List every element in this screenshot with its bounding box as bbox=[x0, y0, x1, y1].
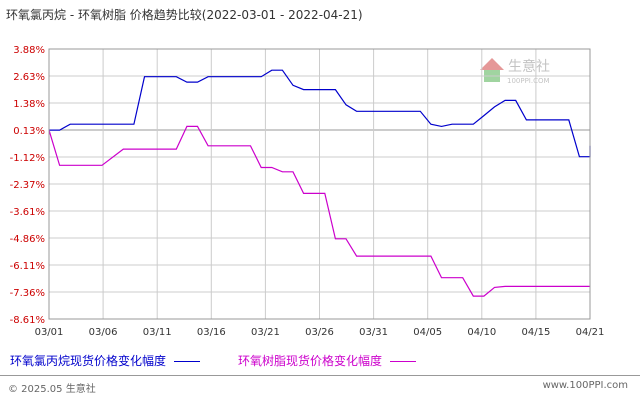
y-tick-label: -3.61% bbox=[10, 207, 45, 218]
footer-divider bbox=[0, 375, 640, 376]
watermark-url: 100PPI.COM bbox=[507, 77, 550, 85]
plot-border bbox=[48, 48, 591, 320]
y-tick-label: -6.11% bbox=[10, 261, 45, 272]
watermark-name: 生意社 bbox=[508, 58, 550, 75]
legend-swatch bbox=[390, 361, 417, 362]
y-tick-label: 2.63% bbox=[13, 72, 45, 83]
x-tick-label: 03/31 bbox=[359, 327, 388, 338]
y-tick-label: -2.37% bbox=[10, 180, 45, 191]
x-tick-label: 03/21 bbox=[251, 327, 280, 338]
x-tick-label: 04/05 bbox=[413, 327, 442, 338]
x-tick-label: 03/26 bbox=[305, 327, 334, 338]
y-tick-label: 1.38% bbox=[13, 99, 45, 110]
y-axis-ticks: 3.88% 2.63% 1.38% 0.13% -1.12% -2.37% -3.61% -4… bbox=[10, 45, 45, 326]
legend-series-2: 环氧树脂现货价格变化幅度 bbox=[238, 352, 417, 369]
x-tick-label: 03/01 bbox=[35, 327, 64, 338]
y-tick-label: 0.13% bbox=[13, 126, 45, 137]
footer-copyright: © 2025.05 生意社 bbox=[8, 384, 96, 395]
x-axis-ticks: 03/01 03/06 03/11 03/16 03/21 03/26 03/31 04/05… bbox=[35, 327, 605, 338]
y-tick-label: -4.86% bbox=[10, 234, 45, 245]
watermark-logo: 生意社 100PPI.COM bbox=[480, 58, 550, 85]
x-tick-label: 03/11 bbox=[143, 327, 172, 338]
x-tick-label: 04/21 bbox=[576, 327, 605, 338]
y-tick-label: -1.12% bbox=[10, 153, 45, 164]
legend-series-1: 环氧氯丙烷现货价格变化幅度 bbox=[10, 352, 201, 369]
x-tick-label: 03/16 bbox=[197, 327, 226, 338]
y-tick-label: -7.36% bbox=[10, 288, 45, 299]
x-tick-label: 04/15 bbox=[521, 327, 550, 338]
legend-swatch bbox=[174, 361, 201, 362]
series-line-2 bbox=[48, 125, 590, 297]
footer-url: www.100PPI.com bbox=[542, 380, 628, 391]
series-lines bbox=[48, 69, 591, 297]
chart-title: 环氧氯丙烷 - 环氧树脂 价格趋势比较(2022-03-01 - 2022-04… bbox=[6, 8, 363, 22]
x-tick-label: 03/06 bbox=[89, 327, 118, 338]
x-tick-label: 04/10 bbox=[467, 327, 496, 338]
house-roof-icon bbox=[480, 58, 504, 70]
legend-label: 环氧树脂现货价格变化幅度 bbox=[238, 354, 383, 368]
legend-label: 环氧氯丙烷现货价格变化幅度 bbox=[10, 354, 167, 368]
series-line-1 bbox=[49, 69, 591, 158]
y-tick-label: 3.88% bbox=[13, 45, 45, 56]
y-tick-label: -8.61% bbox=[10, 315, 45, 326]
